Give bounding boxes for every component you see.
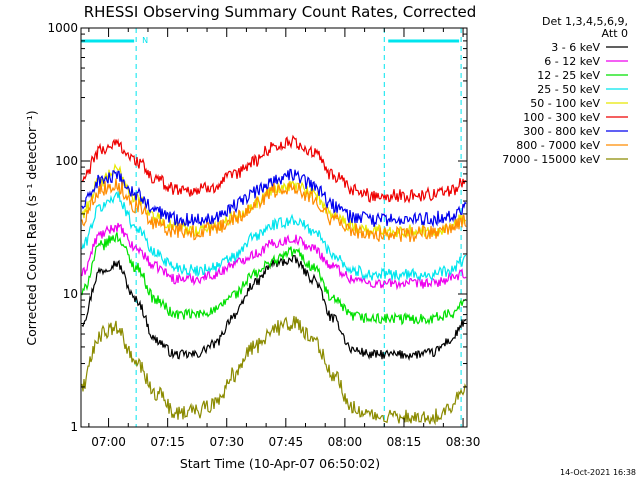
series-line-7: [81, 178, 467, 243]
legend-label-1: 6 - 12 keV: [544, 55, 600, 68]
footer-timestamp: 14-Oct-2021 16:38: [560, 468, 636, 477]
legend-label-0: 3 - 6 keV: [551, 41, 600, 54]
series-line-8: [81, 315, 467, 426]
flag-segments: N: [81, 36, 460, 45]
series-lines: [81, 134, 467, 426]
x-tick-label-6: 08:30: [446, 435, 481, 449]
y-axis-label: Corrected Count Rate (s⁻¹ detector⁻¹): [24, 110, 39, 345]
series-line-5: [82, 134, 467, 204]
series-line-2: [81, 232, 467, 326]
x-tick-label-0: 07:00: [91, 435, 126, 449]
x-tick-label-3: 07:45: [269, 435, 304, 449]
legend-label-2: 12 - 25 keV: [537, 69, 600, 82]
legend-label-8: 7000 - 15000 keV: [502, 153, 600, 166]
legend-header-1: Att 0: [602, 27, 628, 40]
x-tick-label-2: 07:30: [209, 435, 244, 449]
legend-label-6: 300 - 800 keV: [523, 125, 600, 138]
legend-label-5: 100 - 300 keV: [523, 111, 600, 124]
series-line-1: [81, 222, 467, 291]
plot-frame: [80, 27, 468, 428]
y-tick-label-2: 100: [55, 154, 78, 168]
y-tick-label-1: 10: [63, 287, 78, 301]
x-tick-label-5: 08:15: [387, 435, 422, 449]
legend-header-0: Det 1,3,4,5,6,9,: [542, 15, 628, 28]
flag-label: N: [142, 36, 148, 45]
series-line-0: [81, 254, 467, 361]
legend-label-7: 800 - 7000 keV: [516, 139, 600, 152]
x-tick-label-1: 07:15: [150, 435, 185, 449]
y-tick-label-0: 1: [70, 420, 78, 434]
y-tick-label-3: 1000: [47, 21, 78, 35]
chart-title: RHESSI Observing Summary Count Rates, Co…: [84, 3, 477, 21]
x-axis-ticks: 07:00 07:15 07:30 07:45 08:00 08:15 08:30: [88, 28, 481, 449]
series-line-6: [81, 168, 467, 228]
x-axis-label: Start Time (10-Apr-07 06:50:02): [180, 456, 380, 471]
y-axis-ticks: 1 10 100 1000: [47, 21, 467, 434]
legend-label-3: 25 - 50 keV: [537, 83, 600, 96]
x-tick-label-4: 08:00: [328, 435, 363, 449]
series-line-3: [81, 191, 467, 282]
legend-label-4: 50 - 100 keV: [530, 97, 600, 110]
